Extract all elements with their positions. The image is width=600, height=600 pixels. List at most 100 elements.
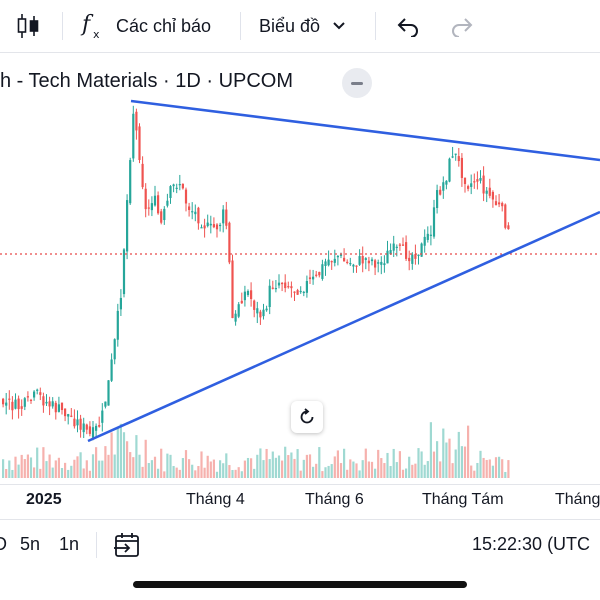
range-button[interactable]: D	[0, 534, 7, 554]
candle-body	[88, 426, 91, 434]
candle-body	[153, 195, 157, 206]
volume-bar	[467, 425, 470, 478]
legend-collapse-button[interactable]	[342, 68, 372, 98]
candle-body	[398, 244, 401, 246]
volume-bar	[197, 466, 200, 478]
chart-style-button[interactable]	[16, 0, 40, 52]
range-button[interactable]: 1n	[59, 534, 80, 554]
candle-body	[432, 207, 436, 237]
volume-bar	[442, 428, 445, 478]
candle-body	[184, 189, 188, 204]
volume-bar	[101, 460, 104, 478]
candle-body	[209, 223, 212, 226]
candle-body	[122, 249, 126, 295]
volume-bar	[259, 448, 262, 478]
candle-body	[57, 404, 60, 412]
volume-bar	[498, 456, 501, 478]
volume-bar	[42, 447, 45, 478]
candle-body	[95, 425, 98, 431]
volume-bar	[463, 446, 467, 478]
volume-bar	[308, 454, 312, 478]
candle-body	[423, 236, 426, 246]
volume-bar	[219, 460, 222, 478]
candle-body	[336, 256, 339, 258]
candle-body	[476, 179, 479, 182]
upper-trendline	[130, 99, 600, 162]
candle-body	[395, 246, 398, 248]
volume-bar	[457, 431, 460, 478]
clock-timezone[interactable]: 15:22:30 (UTC	[472, 534, 591, 554]
candle-body	[147, 207, 150, 209]
candle-body	[259, 311, 262, 318]
volume-bar	[312, 466, 315, 478]
candle-body	[60, 402, 64, 411]
volume-bar	[370, 461, 374, 478]
candle-body	[358, 256, 361, 265]
candle-body	[203, 225, 206, 229]
toolbar-divider	[375, 12, 376, 40]
volume-bar	[166, 453, 169, 478]
volume-bar	[231, 469, 234, 478]
candle-body	[188, 206, 191, 210]
candle-body	[290, 286, 293, 289]
candle-body	[222, 209, 225, 224]
candle-body	[467, 186, 470, 189]
volume-bar	[494, 457, 498, 478]
candle-body	[191, 211, 194, 213]
volume-bar	[302, 459, 305, 478]
indicators-button[interactable]: f x Các chỉ báo	[80, 0, 211, 52]
volume-bar	[153, 456, 157, 478]
volume-bar	[175, 467, 178, 478]
candle-body	[302, 291, 305, 294]
candle-body	[240, 300, 243, 304]
candle-body	[277, 282, 281, 286]
candle-body	[367, 260, 370, 264]
redo-button[interactable]	[450, 0, 474, 52]
volume-bar	[454, 449, 457, 478]
volume-bar	[448, 438, 451, 478]
candle-body	[327, 259, 330, 266]
bottom-toolbar: D 5n 1n 15:22:30 (UTC	[0, 519, 600, 572]
candle-body	[98, 425, 101, 427]
candle-body	[339, 254, 343, 256]
volume-bar	[401, 469, 405, 478]
volume-bar	[54, 460, 57, 478]
candle-body	[11, 401, 14, 411]
candle-body	[470, 183, 473, 187]
candle-body	[296, 290, 299, 295]
candle-body	[380, 261, 383, 265]
time-tick-label: Tháng 4	[186, 491, 245, 508]
volume-bar	[349, 459, 352, 478]
candle-body	[200, 227, 203, 229]
volume-bar	[181, 458, 184, 478]
volume-bar	[73, 459, 76, 478]
volume-bar	[95, 447, 98, 478]
volume-bar	[141, 466, 144, 478]
range-button[interactable]: 5n	[20, 534, 41, 554]
candle-body	[445, 180, 448, 185]
chart-pane[interactable]	[0, 52, 600, 518]
candle-body	[26, 396, 29, 398]
candle-body	[330, 261, 333, 263]
undo-button[interactable]	[396, 0, 420, 52]
toolbar-divider	[240, 12, 241, 40]
candle-body	[17, 398, 20, 410]
candle-body	[107, 380, 110, 406]
volume-bar	[104, 446, 107, 478]
candle-body	[473, 181, 476, 183]
go-to-date-button[interactable]	[113, 531, 141, 559]
volume-bar	[5, 468, 8, 478]
reset-chart-button[interactable]	[291, 401, 323, 433]
candle-body	[2, 398, 5, 405]
candle-body	[352, 264, 355, 267]
volume-bar	[64, 462, 67, 478]
volume-bar	[237, 467, 240, 478]
candle-body	[482, 175, 485, 194]
volume-bar	[392, 448, 395, 478]
price-chart[interactable]	[0, 52, 600, 484]
candle-body	[287, 286, 290, 288]
candle-body	[315, 274, 318, 276]
time-axis[interactable]: 2025 Tháng 4 Tháng 6 Tháng Tám Tháng	[0, 484, 600, 519]
chart-type-dropdown[interactable]: Biểu đồ	[259, 0, 346, 52]
volume-bar	[29, 457, 33, 478]
